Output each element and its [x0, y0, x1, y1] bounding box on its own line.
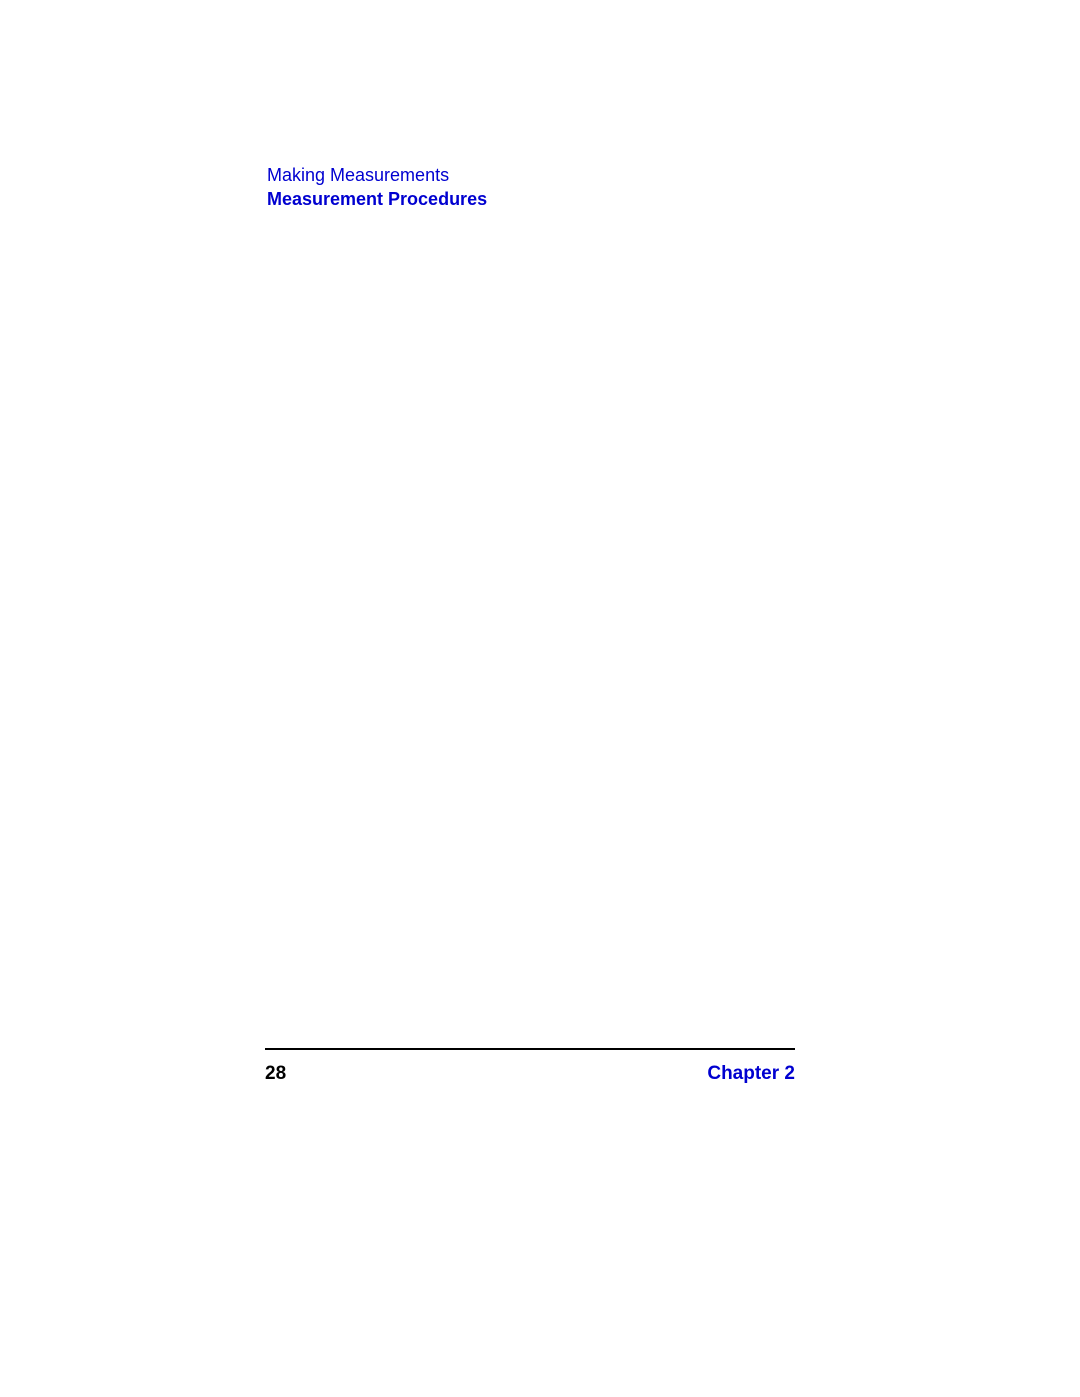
section-title: Making Measurements	[267, 165, 797, 187]
subsection-title: Measurement Procedures	[267, 189, 797, 211]
page-header: Making Measurements Measurement Procedur…	[267, 165, 797, 210]
page-number: 28	[265, 1063, 286, 1085]
footer-divider	[265, 1048, 795, 1050]
chapter-label: Chapter 2	[707, 1063, 795, 1085]
